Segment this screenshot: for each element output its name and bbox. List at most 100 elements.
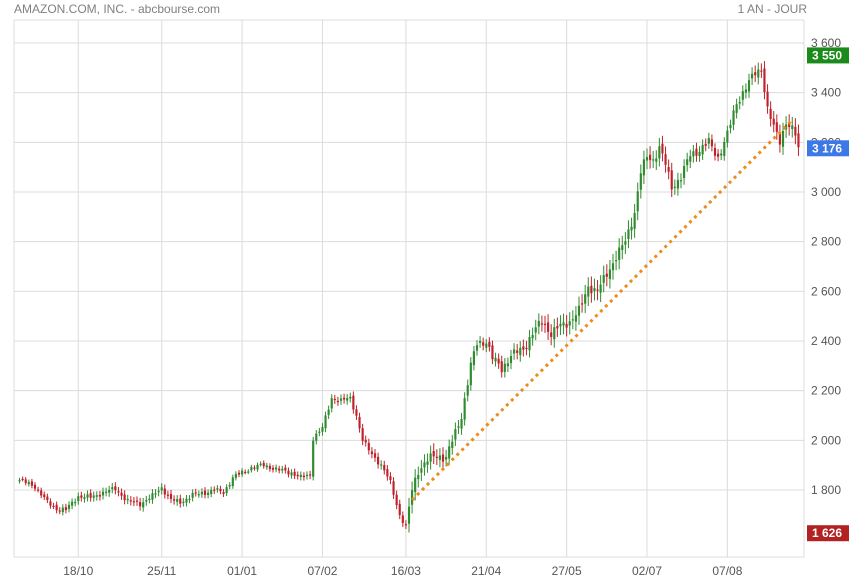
candle-body bbox=[482, 342, 485, 346]
candle-body bbox=[55, 504, 58, 511]
candle-body bbox=[726, 130, 729, 143]
candle-body bbox=[695, 148, 698, 156]
candle-body bbox=[432, 451, 435, 457]
candle-body bbox=[123, 494, 126, 501]
x-tick-label: 27/05 bbox=[552, 564, 582, 578]
candle-body bbox=[315, 433, 318, 441]
candle-body bbox=[98, 494, 101, 497]
candle-body bbox=[271, 467, 275, 470]
candle-body bbox=[358, 416, 361, 429]
candle-body bbox=[497, 358, 500, 364]
candle-body bbox=[361, 428, 364, 441]
candle-body bbox=[278, 468, 281, 471]
candle-body bbox=[435, 456, 438, 458]
candle-body bbox=[469, 362, 472, 386]
candle-body bbox=[318, 431, 321, 433]
gridlines bbox=[13, 19, 805, 558]
candle-body bbox=[667, 167, 670, 172]
candle-body bbox=[791, 125, 794, 129]
candle-body bbox=[655, 158, 658, 162]
candle-body bbox=[519, 347, 522, 356]
candle-body bbox=[683, 166, 686, 178]
y-tick-label: 2 200 bbox=[811, 384, 841, 398]
candle-body bbox=[89, 493, 92, 498]
candle-body bbox=[463, 398, 466, 420]
candle-body bbox=[590, 285, 593, 294]
candle-body bbox=[710, 139, 713, 147]
candle-body bbox=[525, 347, 528, 350]
candle-body bbox=[135, 500, 139, 502]
candle-body bbox=[636, 191, 639, 212]
candle-body bbox=[203, 490, 207, 495]
candle-body bbox=[605, 273, 608, 277]
candle-body bbox=[503, 363, 506, 372]
candle-body bbox=[615, 260, 618, 262]
candle-body bbox=[191, 492, 194, 498]
candle-body bbox=[522, 346, 525, 350]
plot-area bbox=[14, 20, 804, 557]
candle-body bbox=[531, 334, 534, 339]
candle-body bbox=[346, 398, 349, 401]
candle-body bbox=[228, 484, 231, 487]
candle-body bbox=[216, 488, 219, 490]
x-tick-label: 16/03 bbox=[391, 564, 421, 578]
candle-body bbox=[670, 170, 673, 190]
candle-body bbox=[506, 363, 509, 367]
candle-body bbox=[114, 486, 117, 491]
candle-body bbox=[108, 489, 111, 493]
candle-body bbox=[33, 484, 37, 489]
candle-body bbox=[355, 409, 358, 416]
candle-body bbox=[494, 357, 497, 362]
candle-body bbox=[475, 345, 479, 351]
candle-body bbox=[587, 286, 590, 297]
candle-body bbox=[407, 506, 411, 524]
candle-body bbox=[713, 148, 717, 156]
candle-body bbox=[735, 104, 738, 113]
candle-body bbox=[37, 489, 40, 491]
candle-body bbox=[472, 351, 475, 366]
candle-body bbox=[157, 490, 160, 493]
candle-body bbox=[126, 499, 129, 501]
candle-body bbox=[380, 464, 383, 466]
candle-body bbox=[717, 153, 720, 157]
candle-body bbox=[778, 132, 781, 145]
candle-body bbox=[377, 456, 380, 465]
candle-body bbox=[389, 476, 392, 480]
candle-body bbox=[571, 319, 574, 321]
candle-body bbox=[565, 323, 568, 328]
candle-body bbox=[763, 68, 766, 93]
candle-body bbox=[256, 464, 259, 470]
candle-body bbox=[516, 350, 519, 353]
candle-body bbox=[649, 154, 652, 161]
candle-body bbox=[704, 143, 707, 146]
candle-body bbox=[24, 479, 27, 483]
candle-body bbox=[367, 442, 370, 451]
candle-body bbox=[698, 151, 701, 157]
y-tick-label: 2 600 bbox=[811, 284, 841, 298]
candle-body bbox=[225, 487, 228, 494]
candle-body bbox=[417, 474, 420, 480]
candle-body bbox=[537, 320, 540, 327]
candle-body bbox=[550, 332, 553, 337]
candle-body bbox=[392, 481, 395, 495]
y-tick-label: 3 400 bbox=[811, 86, 841, 100]
candle-body bbox=[568, 321, 571, 326]
candle-body bbox=[543, 323, 547, 326]
candle-body bbox=[213, 489, 216, 491]
period-label[interactable]: 1 AN - JOUR bbox=[737, 2, 807, 16]
candle-body bbox=[723, 141, 726, 156]
candle-body bbox=[222, 492, 225, 494]
candle-body bbox=[577, 305, 581, 316]
candle-body bbox=[234, 473, 237, 478]
candle-body bbox=[624, 241, 627, 245]
candle-body bbox=[593, 288, 596, 292]
candle-body bbox=[454, 428, 457, 440]
candle-body bbox=[275, 467, 278, 470]
candle-body bbox=[188, 498, 191, 500]
candle-body bbox=[132, 501, 135, 503]
candle-body bbox=[40, 490, 43, 496]
candle-body bbox=[639, 173, 642, 190]
candle-body bbox=[738, 102, 741, 104]
